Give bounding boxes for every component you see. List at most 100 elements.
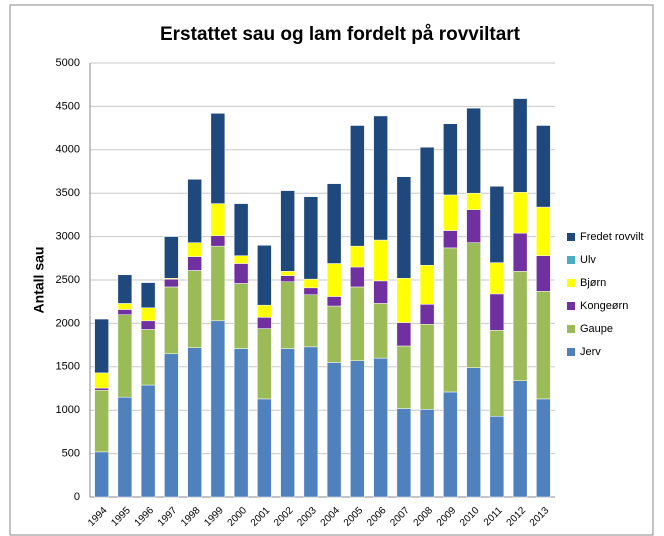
bar-segment	[210, 245, 226, 322]
bar-segment	[350, 360, 365, 498]
bar-segment	[443, 123, 458, 196]
bar-segment	[164, 278, 179, 288]
bar-segment	[94, 387, 109, 391]
bar-segment	[536, 398, 551, 498]
bar-segment	[303, 287, 319, 296]
legend-swatch	[567, 325, 575, 333]
legend-label: Bjørn	[580, 277, 606, 289]
bar-segment	[326, 263, 342, 297]
bar-segment	[257, 398, 272, 498]
y-tick-label: 1500	[56, 361, 80, 373]
bar-segment	[210, 320, 226, 498]
bar-segment	[373, 115, 388, 241]
bar-segment	[257, 245, 272, 306]
bar-segment	[326, 296, 342, 307]
legend-swatch	[567, 302, 575, 310]
bar-segment	[140, 307, 156, 322]
legend-swatch	[567, 279, 575, 287]
legend-swatch	[567, 233, 575, 241]
bar-segment	[187, 256, 202, 271]
y-tick-label: 4500	[56, 100, 80, 112]
bar-segment	[350, 125, 365, 247]
bar-segment	[187, 347, 202, 498]
bar-segment	[117, 309, 133, 315]
bar-segment	[489, 293, 505, 331]
bar-segment	[350, 245, 365, 268]
bar-segment	[396, 408, 412, 498]
bar-segment	[419, 146, 435, 266]
bar-segment	[117, 303, 133, 310]
bar-segment	[396, 322, 412, 347]
bar-segment	[489, 186, 505, 263]
legend-label: Kongeørn	[580, 300, 628, 312]
bar-segment	[512, 271, 528, 381]
bar-segment	[536, 255, 551, 292]
legend-label: Jerv	[580, 346, 601, 358]
bar-segment	[419, 409, 435, 498]
bar-segment	[280, 271, 295, 276]
bar-segment	[280, 275, 295, 282]
bar-segment	[466, 242, 481, 368]
bar-segment	[536, 206, 551, 256]
bar-segment	[140, 282, 156, 309]
bar-segment	[466, 107, 481, 194]
bar-segment	[257, 328, 272, 400]
bar-segment	[443, 391, 458, 498]
bar-segment	[164, 286, 179, 355]
bar-segment	[536, 291, 551, 400]
bar-segment	[326, 183, 342, 264]
bar-segment	[187, 242, 202, 257]
bar-segment	[373, 357, 388, 498]
bar-segment	[210, 113, 226, 204]
bar-segment	[466, 192, 481, 210]
bar-segment	[350, 266, 365, 288]
bar-segment	[489, 416, 505, 498]
bar-segment	[536, 125, 551, 208]
bar-segment	[466, 209, 481, 243]
bar-segment	[512, 380, 528, 498]
y-tick-label: 2000	[56, 317, 80, 329]
bar-segment	[443, 230, 458, 249]
bar-segment	[280, 281, 295, 349]
bar-segment	[233, 348, 249, 498]
legend-label: Gaupe	[580, 323, 613, 335]
bar-segment	[489, 330, 505, 417]
bar-segment	[419, 304, 435, 325]
bar-segment	[210, 203, 226, 236]
bar-segment	[117, 314, 133, 398]
bar-segment	[233, 283, 249, 349]
bar-segment	[233, 263, 249, 284]
bar-segment	[373, 303, 388, 359]
y-tick-label: 0	[74, 491, 80, 503]
bar-segment	[233, 255, 249, 264]
bar-segment	[94, 372, 109, 389]
bar-segment	[373, 280, 388, 304]
bar-segment	[303, 278, 319, 289]
bar-segment	[257, 304, 272, 318]
bar-segment	[443, 194, 458, 231]
bar-segment	[350, 286, 365, 361]
y-tick-label: 3500	[56, 187, 80, 199]
bar-segment	[396, 345, 412, 409]
bar-segment	[233, 203, 249, 256]
bar-segment	[373, 239, 388, 282]
y-tick-label: 5000	[56, 57, 80, 69]
bar-segment	[303, 294, 319, 348]
bar-segment	[94, 389, 109, 453]
bar-segment	[443, 247, 458, 393]
bar-segment	[164, 353, 179, 498]
legend-label: Fredet rovvilt	[580, 231, 644, 243]
bar-segment	[117, 396, 133, 498]
bar-segment	[140, 320, 156, 330]
bar-segment	[466, 367, 481, 498]
y-tick-label: 1000	[56, 404, 80, 416]
legend-swatch	[567, 348, 575, 356]
chart-title: Erstattet sau og lam fordelt på rovvilta…	[160, 24, 521, 45]
bar-segment	[257, 317, 272, 329]
bar-segment	[512, 192, 528, 234]
legend-label: Ulv	[580, 254, 596, 266]
bar-segment	[396, 278, 412, 323]
bar-segment	[512, 98, 528, 193]
bar-segment	[94, 451, 109, 498]
